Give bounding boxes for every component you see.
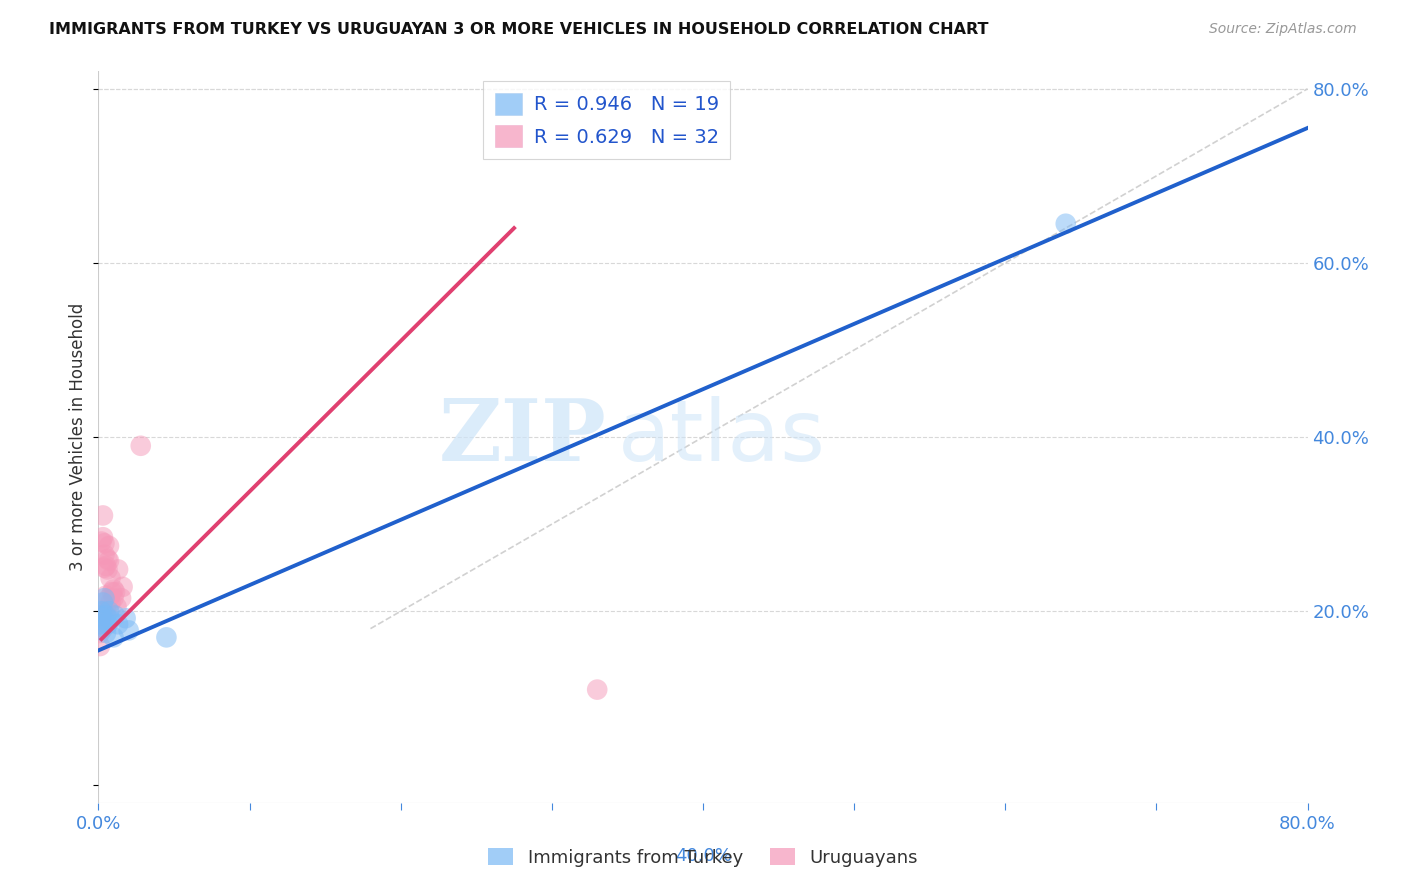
Point — [103, 582, 125, 597]
Text: IMMIGRANTS FROM TURKEY VS URUGUAYAN 3 OR MORE VEHICLES IN HOUSEHOLD CORRELATION : IMMIGRANTS FROM TURKEY VS URUGUAYAN 3 OR… — [49, 22, 988, 37]
Point — [129, 439, 152, 453]
Point — [90, 608, 112, 623]
Point — [110, 591, 132, 606]
Point — [586, 682, 609, 697]
Text: atlas: atlas — [619, 395, 827, 479]
Point — [100, 613, 122, 627]
Point — [91, 508, 114, 523]
Point — [101, 585, 124, 599]
Y-axis label: 3 or more Vehicles in Household: 3 or more Vehicles in Household — [69, 303, 87, 571]
Point — [96, 562, 118, 576]
Point — [100, 571, 122, 585]
Point — [94, 626, 117, 640]
Point — [155, 631, 177, 645]
Point — [98, 604, 121, 618]
Point — [89, 617, 111, 632]
Text: 40.0%: 40.0% — [675, 847, 731, 864]
Point — [107, 617, 129, 632]
Point — [104, 608, 127, 623]
Point — [89, 639, 111, 653]
Point — [91, 530, 114, 544]
Legend: R = 0.946   N = 19, R = 0.629   N = 32: R = 0.946 N = 19, R = 0.629 N = 32 — [484, 81, 730, 159]
Point — [107, 562, 129, 576]
Point — [94, 589, 117, 603]
Legend: Immigrants from Turkey, Uruguayans: Immigrants from Turkey, Uruguayans — [481, 841, 925, 874]
Text: Source: ZipAtlas.com: Source: ZipAtlas.com — [1209, 22, 1357, 37]
Point — [89, 626, 111, 640]
Point — [93, 536, 115, 550]
Point — [104, 585, 127, 599]
Point — [114, 611, 136, 625]
Point — [91, 595, 114, 609]
Point — [90, 534, 112, 549]
Point — [91, 622, 114, 636]
Point — [93, 591, 115, 606]
Point — [103, 631, 125, 645]
Point — [118, 624, 141, 638]
Point — [94, 558, 117, 573]
Point — [90, 604, 112, 618]
Point — [98, 591, 121, 606]
Point — [94, 608, 117, 623]
Point — [89, 608, 111, 623]
Point — [96, 552, 118, 566]
Point — [93, 548, 115, 562]
Point — [105, 599, 128, 614]
Point — [91, 604, 114, 618]
Point — [100, 595, 122, 609]
Point — [111, 580, 134, 594]
Text: ZIP: ZIP — [439, 395, 606, 479]
Point — [98, 539, 121, 553]
Point — [93, 613, 115, 627]
Point — [93, 560, 115, 574]
Point — [103, 591, 125, 606]
Point — [96, 617, 118, 632]
Point — [90, 617, 112, 632]
Point — [98, 554, 121, 568]
Point — [1054, 217, 1077, 231]
Point — [91, 620, 114, 634]
Point — [94, 604, 117, 618]
